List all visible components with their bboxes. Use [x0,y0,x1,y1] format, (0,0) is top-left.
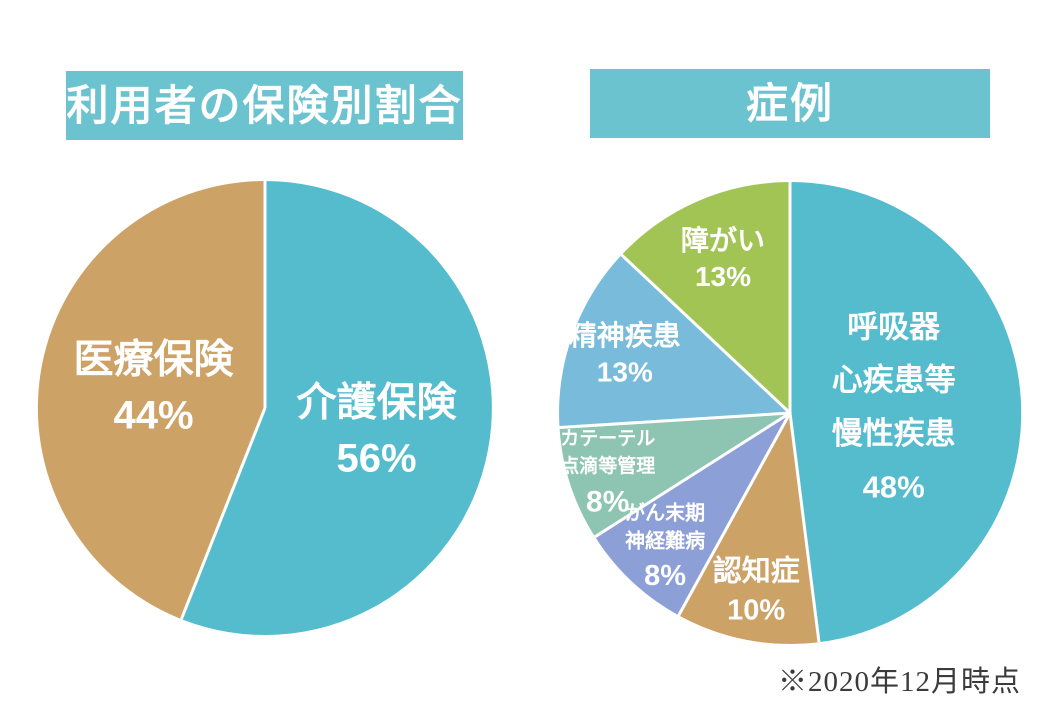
pie-slice-label-0: 介護保険 56% [297,380,458,480]
pie-slice-3 [559,413,790,537]
pie-slice-label-4: 精神疾患 13% [569,319,681,387]
slice-divider [620,253,792,415]
slice-divider [594,411,791,539]
pie-slice-label-5: 障がい 13% [681,224,765,292]
cases-chart-title: 症例 [590,69,990,138]
pie-slice-0 [181,181,492,635]
pie-slice-label-0: 呼吸器心疾患等慢性疾患 48% [832,309,956,504]
pie-slice-1 [37,180,265,620]
slice-divider [788,412,821,643]
insurance-chart-title: 利用者の保険別割合 [66,71,463,140]
slice-divider [559,411,791,429]
pie-slice-1 [678,413,819,645]
slice-divider [677,412,792,617]
pie-slice-5 [621,182,790,413]
pie-slice-4 [559,254,790,428]
pie-slice-label-1: 医療保険 44% [74,338,235,438]
pie-slice-2 [595,413,790,616]
slice-divider [180,407,267,620]
pie-slice-0 [790,181,1022,643]
pie-slice-label-3: カテーテル点滴等管理 8% [560,428,655,519]
footnote: ※2020年12月時点 [777,666,1021,698]
pie-slice-label-2: がん末期神経難病 8% [625,501,705,593]
pie-slice-label-1: 認知症 10% [713,554,800,627]
